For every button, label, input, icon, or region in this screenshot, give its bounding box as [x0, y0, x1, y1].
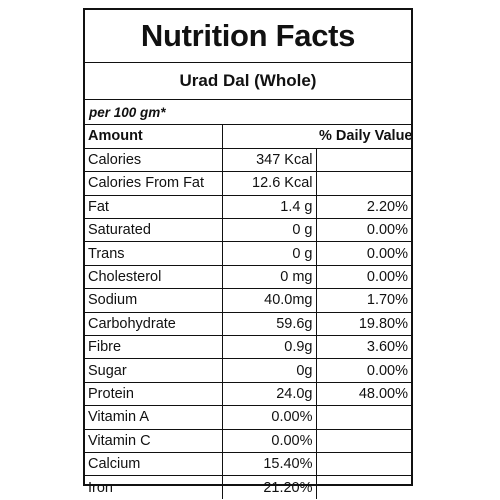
nutrient-name: Calories From Fat	[85, 171, 223, 196]
nutrient-amount: 0.00%	[222, 405, 317, 430]
nutrient-name: Vitamin A	[85, 405, 223, 430]
nutrient-amount: 0.00%	[222, 429, 317, 453]
nutrient-daily-value: 19.80%	[316, 312, 411, 337]
nutrient-name: Calcium	[85, 452, 223, 477]
nutrient-amount: 21.20%	[222, 475, 317, 500]
nutrient-amount: 1.4 g	[222, 195, 317, 220]
nutrient-amount: 15.40%	[222, 452, 317, 477]
nutrient-amount: 12.6 Kcal	[222, 171, 317, 196]
header-spacer	[222, 125, 316, 149]
nutrient-daily-value	[316, 452, 411, 477]
nutrient-daily-value: 0.00%	[316, 265, 411, 290]
nutrient-amount: 40.0mg	[222, 288, 317, 313]
daily-value-header: % Daily Value	[316, 125, 413, 149]
serving-size: per 100 gm*	[85, 100, 411, 125]
nutrition-table: Amount % Daily Value Calories 347 Kcal Cal…	[85, 125, 413, 500]
nutrition-facts-panel: Nutrition Facts Urad Dal (Whole) per 100…	[83, 8, 413, 500]
nutrient-daily-value	[316, 429, 411, 453]
table-row: Fat 1.4 g 2.20%	[85, 195, 411, 220]
nutrient-amount: 59.6g	[222, 312, 317, 337]
nutrient-name: Cholesterol	[85, 265, 223, 290]
nutrient-daily-value	[316, 405, 411, 430]
table-row: Calories 347 Kcal	[85, 148, 411, 173]
nutrient-daily-value: 0.00%	[316, 358, 411, 383]
nutrient-amount: 347 Kcal	[222, 148, 317, 173]
table-row: Calcium 15.40%	[85, 452, 411, 477]
table-row: Vitamin C 0.00%	[85, 429, 411, 453]
nutrient-name: Saturated	[85, 218, 223, 243]
nutrient-name: Sugar	[85, 358, 223, 383]
nutrient-amount: 0.9g	[222, 335, 317, 360]
nutrient-daily-value: 0.00%	[316, 241, 411, 266]
amount-header: Amount	[85, 125, 223, 149]
table-row: Vitamin A 0.00%	[85, 405, 411, 430]
table-row: Calories From Fat 12.6 Kcal	[85, 171, 411, 196]
nutrient-name: Sodium	[85, 288, 223, 313]
nutrient-amount: 0 g	[222, 241, 317, 266]
nutrient-name: Trans	[85, 241, 223, 266]
nutrient-daily-value: 2.20%	[316, 195, 411, 220]
nutrient-daily-value	[316, 148, 411, 173]
nutrient-name: Fat	[85, 195, 223, 220]
table-row: Fibre 0.9g 3.60%	[85, 335, 411, 360]
nutrient-amount: 24.0g	[222, 382, 317, 407]
nutrient-name: Protein	[85, 382, 223, 407]
table-row: Carbohydrate 59.6g 19.80%	[85, 312, 411, 337]
nutrient-name: Fibre	[85, 335, 223, 360]
nutrient-name: Carbohydrate	[85, 312, 223, 337]
nutrient-amount: 0 mg	[222, 265, 317, 290]
nutrient-name: Iron	[85, 475, 223, 500]
table-row: Iron 21.20%	[85, 475, 411, 500]
table-row: Cholesterol 0 mg 0.00%	[85, 265, 411, 290]
nutrient-daily-value	[316, 171, 411, 196]
label-title: Nutrition Facts	[85, 10, 411, 63]
nutrient-amount: 0 g	[222, 218, 317, 243]
nutrient-daily-value: 1.70%	[316, 288, 411, 313]
nutrient-daily-value: 0.00%	[316, 218, 411, 243]
nutrient-daily-value: 3.60%	[316, 335, 411, 360]
table-row: Protein 24.0g 48.00%	[85, 382, 411, 407]
nutrient-amount: 0g	[222, 358, 317, 383]
nutrient-daily-value: 48.00%	[316, 382, 411, 407]
nutrient-name: Calories	[85, 148, 223, 173]
nutrient-daily-value	[316, 476, 411, 499]
table-row: Saturated 0 g 0.00%	[85, 218, 411, 243]
table-header-row: Amount % Daily Value	[85, 125, 413, 149]
product-name: Urad Dal (Whole)	[85, 63, 411, 100]
nutrient-name: Vitamin C	[85, 429, 223, 453]
table-row: Trans 0 g 0.00%	[85, 241, 411, 266]
table-row: Sugar 0g 0.00%	[85, 358, 411, 383]
table-row: Sodium 40.0mg 1.70%	[85, 288, 411, 313]
